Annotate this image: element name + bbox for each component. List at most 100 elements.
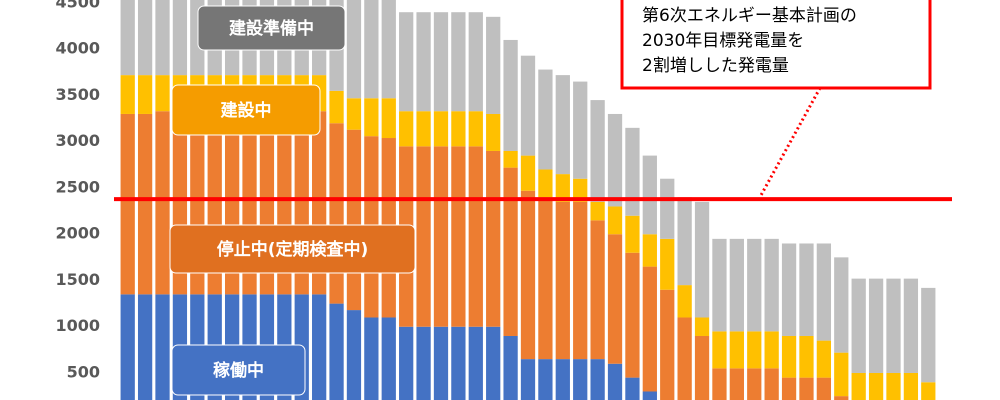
bar-segment xyxy=(747,331,762,369)
bar-segment xyxy=(764,368,779,400)
bar-segment xyxy=(712,368,727,400)
bar-segment xyxy=(590,220,605,360)
bar-segment xyxy=(520,155,536,191)
bar-segment xyxy=(155,111,170,295)
bar-segment xyxy=(677,317,692,400)
bar-segment xyxy=(555,75,570,175)
bar-segment xyxy=(329,303,344,400)
bar-segment xyxy=(451,12,466,112)
bar-segment xyxy=(607,113,623,207)
bar-segment xyxy=(433,111,449,147)
bar-segment xyxy=(747,368,762,400)
bar-segment xyxy=(120,113,135,295)
bar-segment xyxy=(433,326,449,400)
bar-segment xyxy=(451,111,466,147)
bar-segment xyxy=(642,155,657,235)
bar-segment xyxy=(468,111,483,147)
bar-segment xyxy=(468,146,483,327)
bar-segment xyxy=(747,238,762,332)
bar-segment xyxy=(834,352,849,397)
bar-segment xyxy=(625,377,640,400)
bar-segment xyxy=(590,201,605,221)
bar-segment xyxy=(329,123,344,304)
bar-segment xyxy=(816,340,832,378)
bar-segment xyxy=(729,331,744,369)
bar-segment xyxy=(660,289,675,400)
bar-segment xyxy=(346,310,362,400)
bar-segment xyxy=(816,377,832,400)
annotation-text: 2割増しした発電量 xyxy=(642,56,789,76)
annotation-connector xyxy=(758,87,822,198)
bar-segment xyxy=(677,197,692,286)
bar-segment xyxy=(137,75,153,114)
bar-segment xyxy=(364,98,379,137)
bar-segment xyxy=(433,12,449,112)
bar-segment xyxy=(416,12,431,112)
bar-segment xyxy=(503,150,518,168)
bar-segment xyxy=(573,359,588,400)
bar-segment xyxy=(555,201,570,360)
y-tick-label: 4000 xyxy=(55,39,100,58)
bar-segment xyxy=(729,368,744,400)
bar-segment xyxy=(329,90,344,124)
legend-box xyxy=(169,224,416,274)
bar-segment xyxy=(607,206,623,235)
legend-label: 建設中 xyxy=(221,100,272,121)
bar-segment xyxy=(642,234,657,267)
bar-segment xyxy=(660,178,675,239)
bar-segment xyxy=(416,326,431,400)
bar-segment xyxy=(903,278,919,373)
bar-segment xyxy=(694,201,710,318)
bar-segment xyxy=(781,377,797,400)
bar-segment xyxy=(903,372,919,400)
bar-segment xyxy=(764,331,779,369)
bar-segment xyxy=(346,98,362,130)
bar-segment xyxy=(451,146,466,327)
bar-segment xyxy=(607,363,623,400)
bar-segment xyxy=(590,100,605,202)
bar-segment xyxy=(155,294,170,400)
bar-segment xyxy=(468,12,483,112)
bar-segment xyxy=(137,113,153,295)
y-tick-label: 1000 xyxy=(55,316,100,335)
bar-segment xyxy=(677,285,692,318)
bar-segment xyxy=(764,238,779,332)
bar-segment xyxy=(381,317,396,400)
bar-segment xyxy=(538,169,553,198)
bar-segment xyxy=(399,326,414,400)
bar-segment xyxy=(868,372,884,400)
bar-segment xyxy=(312,294,327,400)
legend-label: 建設準備中 xyxy=(229,18,314,39)
bar-segment xyxy=(520,359,536,400)
bar-segment xyxy=(137,0,153,76)
bar-segment xyxy=(346,0,362,99)
bar-segment xyxy=(625,215,640,253)
bar-segment xyxy=(503,39,518,151)
bar-segment xyxy=(468,326,483,400)
bar-segment xyxy=(694,317,710,336)
bar-segment xyxy=(486,16,501,114)
bar-segment xyxy=(520,55,536,156)
bar-segment xyxy=(816,243,832,341)
bar-segment xyxy=(921,382,936,400)
bar-segment xyxy=(137,294,153,400)
legend-box xyxy=(171,344,306,396)
bar-segment xyxy=(486,113,501,151)
annotation-text: 第6次エネルギー基本計画の xyxy=(642,6,857,26)
bar-segment xyxy=(555,359,570,400)
y-tick-label: 2500 xyxy=(55,177,100,196)
bar-segment xyxy=(834,396,849,400)
bar-segment xyxy=(607,234,623,364)
bar-segment xyxy=(799,377,814,400)
bar-segment xyxy=(573,81,588,179)
bar-segment xyxy=(538,197,553,360)
bar-segment xyxy=(364,317,379,400)
annotation-text: 2030年目標発電量を xyxy=(642,31,804,51)
bar-segment xyxy=(781,243,797,336)
legend-label: 停止中(定期検査中) xyxy=(217,239,369,260)
bar-segment xyxy=(851,278,866,373)
bar-segment xyxy=(921,287,936,383)
bar-segment xyxy=(155,75,170,112)
bar-segment xyxy=(851,372,866,400)
